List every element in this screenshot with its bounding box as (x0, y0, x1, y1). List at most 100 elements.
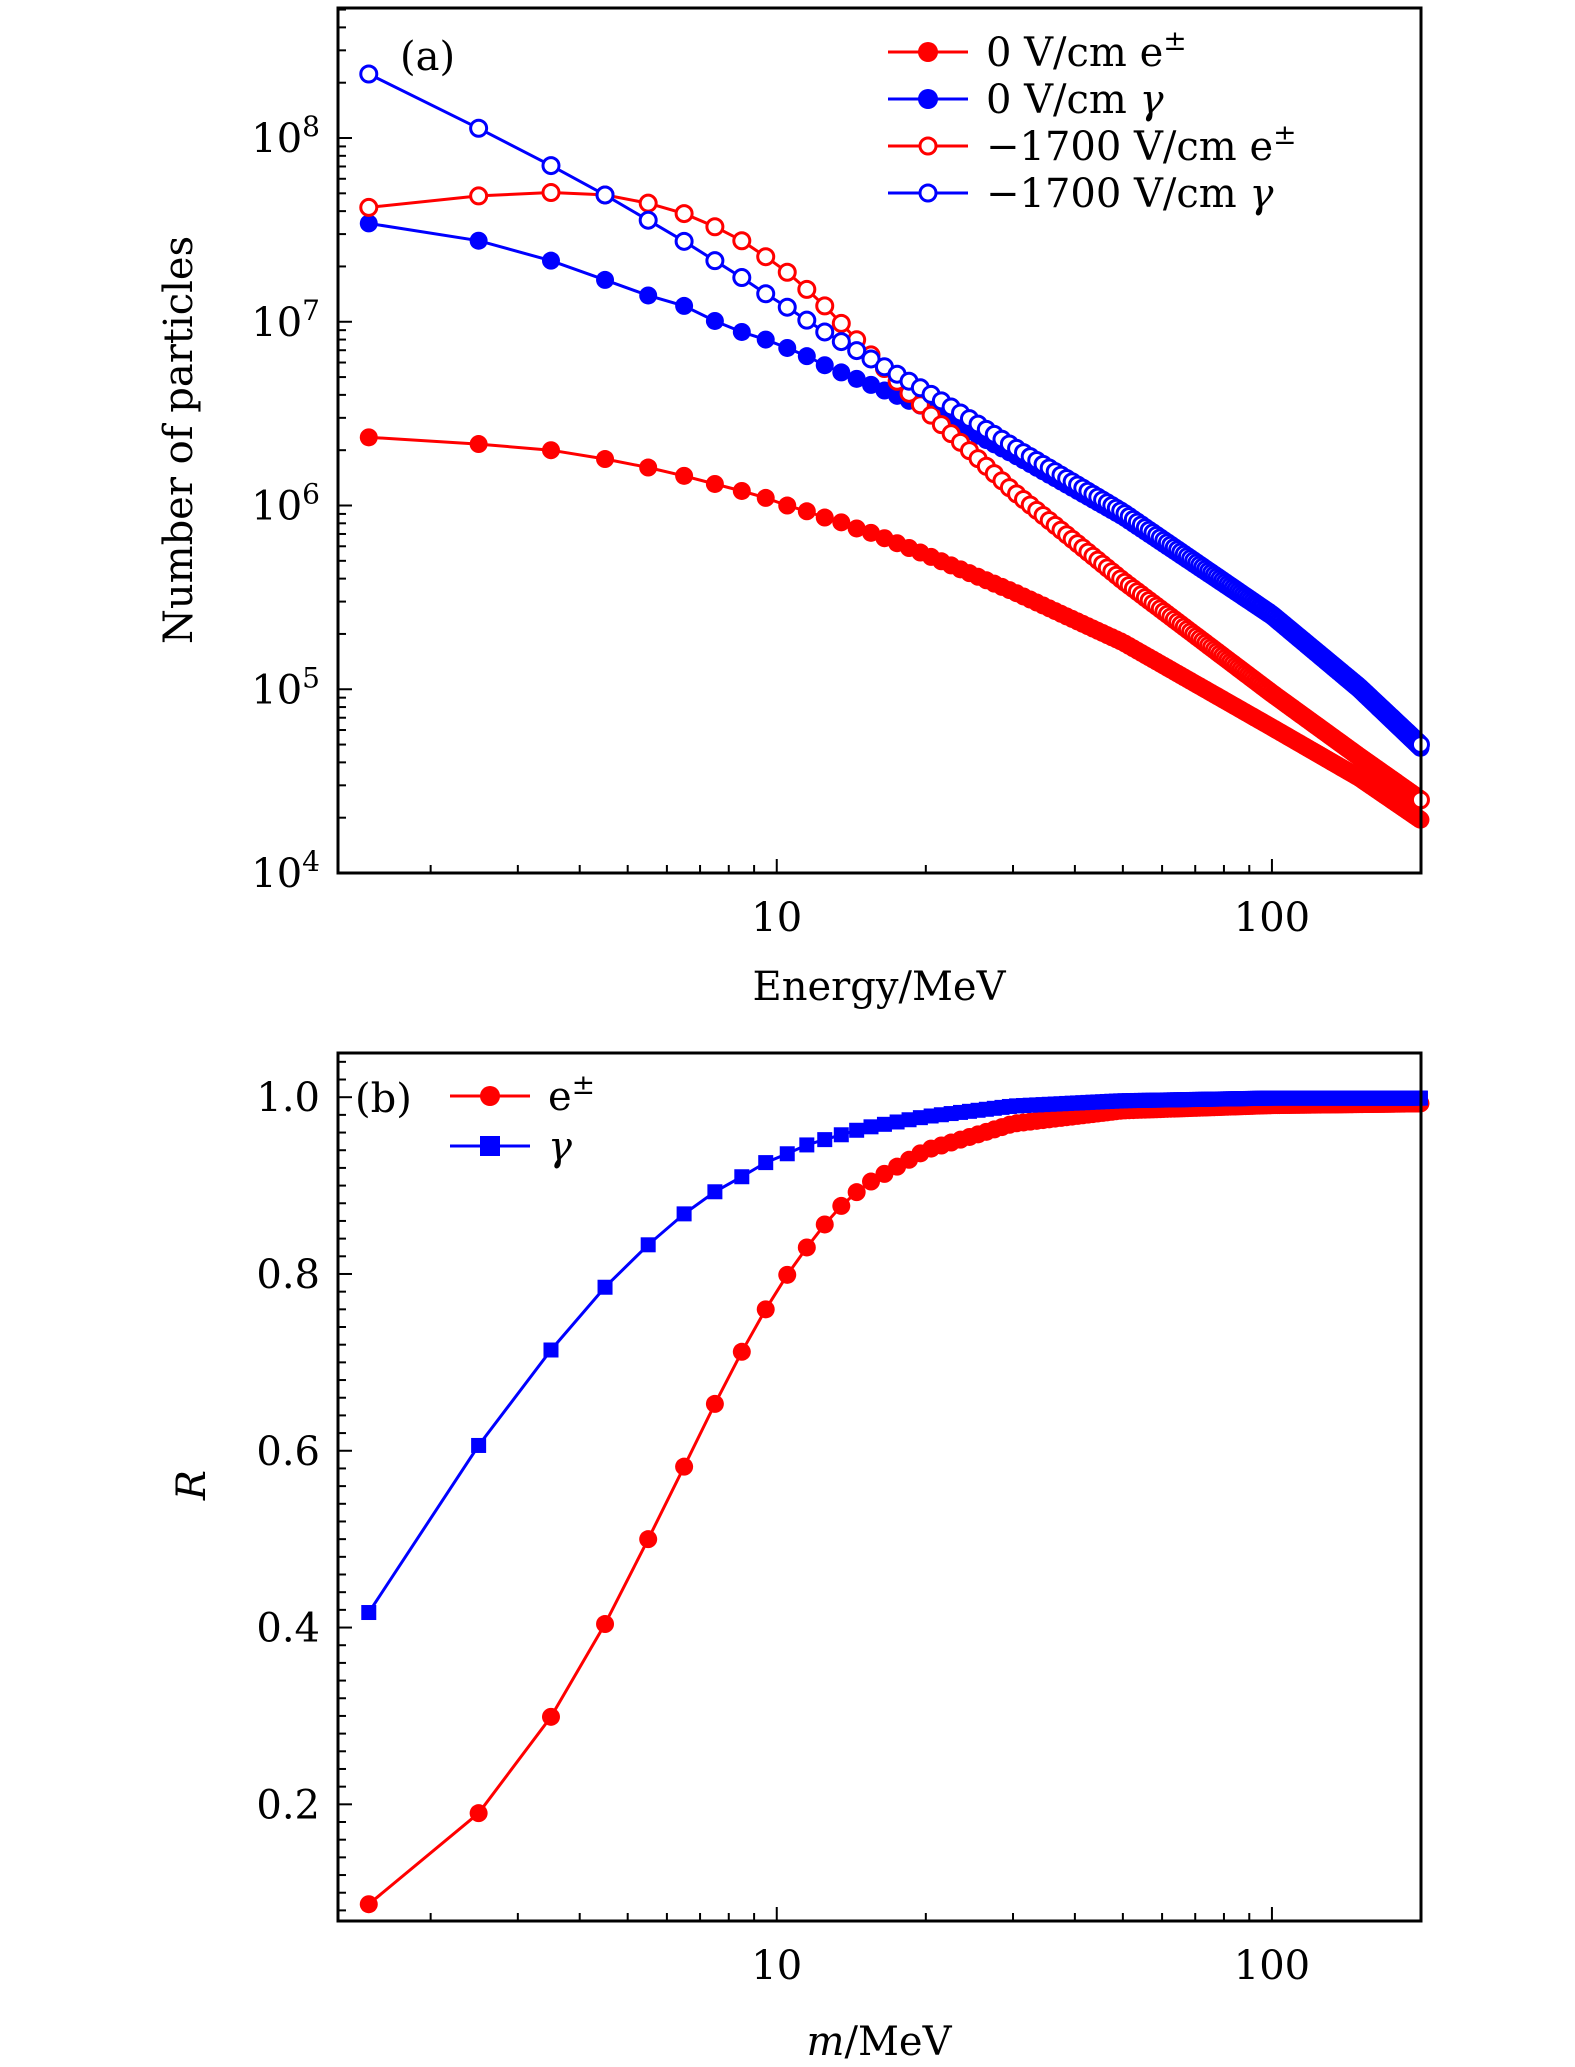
panel-a-series-0 (359, 428, 1430, 829)
panel-b-ytick-label: 0.2 (256, 1782, 320, 1828)
panel-a-series-1-point (862, 375, 881, 394)
panel-a-series-2-point (469, 186, 489, 206)
tick-exponent: 5 (302, 661, 320, 694)
panel-b-series-0-point (847, 1183, 866, 1202)
panel-b: 10 100 0.2 0.4 0.6 0.8 1.0 (b) e±γ m/MeV R (169, 1051, 1430, 2065)
panel-a-series-2-point (831, 313, 851, 333)
panel-a-series-1-point (639, 286, 658, 305)
panel-b-series-1-point (361, 1605, 377, 1621)
legend-label: 0 V/cm e (986, 30, 1163, 76)
panel-a-series-1-point (596, 270, 615, 289)
panel-b-ytick-label: 0.4 (256, 1606, 320, 1652)
panel-a-series-2-point (359, 197, 379, 217)
tick-base: 10 (251, 484, 302, 530)
panel-a-series-3-point (847, 341, 867, 361)
panel-a-series-2-point (674, 204, 694, 224)
panel-a-series-0-point (797, 502, 816, 521)
panel-a-legend-text: 0 V/cm γ (986, 77, 1164, 123)
panel-b-series-0-point (596, 1615, 615, 1634)
panel-a-series-3-point (638, 210, 658, 230)
panel-b-legend-marker (480, 1086, 500, 1106)
panel-a-series-1-point (541, 251, 560, 270)
panel-a-series-2 (359, 183, 1430, 810)
panel-a-ytick-label: 108 (251, 110, 320, 162)
legend-gamma: γ (1249, 171, 1273, 217)
panel-b-series-0-point (815, 1215, 834, 1234)
panel-a-series-2-point (541, 183, 561, 203)
panel-b-xtick-label: 100 (1234, 1943, 1310, 1989)
panel-b-series-0-point (469, 1804, 488, 1823)
panel-b-legend-text: γ (548, 1124, 572, 1170)
panel-b-series-1 (361, 1090, 1428, 1621)
panel-b-series-1-point (640, 1237, 656, 1253)
panel-a-legend-item-1: 0 V/cm γ (888, 77, 1164, 123)
panel-a-series-2-point (705, 217, 725, 237)
panel-b-series-1-point (779, 1146, 795, 1162)
panel-b-series-1-point (863, 1119, 879, 1135)
tick-base: 10 (251, 116, 302, 162)
panel-b-legend-text: e± (548, 1068, 595, 1120)
panel-b-xlabel: m/MeV (807, 2019, 953, 2065)
legend-gamma: γ (1140, 77, 1164, 123)
panel-a-series-2-point (777, 262, 797, 282)
panel-a-series-3-point (705, 251, 725, 271)
panel-b-ytick-label: 1.0 (256, 1075, 320, 1121)
panel-a-series-0-point (778, 496, 797, 515)
panel-b-series-1-point (471, 1437, 487, 1453)
panel-b-series-0-point (675, 1457, 694, 1476)
tick-base: 10 (251, 851, 302, 897)
tick-base: 10 (251, 667, 302, 713)
panel-a-series-1 (359, 214, 1430, 757)
panel-a-series-2-point (815, 296, 835, 316)
panel-b-series-0-line (367, 1101, 1421, 1906)
panel-a-series-1-point (832, 363, 851, 382)
panel-a-legend-marker (918, 42, 938, 62)
panel-a-xtick-label: 10 (751, 895, 802, 941)
panel-b-series-1-point (597, 1279, 613, 1295)
tick-exponent: 7 (302, 294, 320, 327)
panel-b-series-0 (359, 1094, 1430, 1914)
panel-a-series-0-point (541, 441, 560, 460)
panel-b-series-0-point (778, 1265, 797, 1284)
panel-b-series-1-point (889, 1114, 905, 1130)
panel-a-series-1-point (815, 356, 834, 375)
panel-a-series-3-point (469, 118, 489, 138)
panel-a-series-0-point (639, 458, 658, 477)
panel-b-series (359, 1090, 1430, 1914)
panel-a-ytick-label: 107 (251, 294, 320, 346)
tick-exponent: 8 (302, 110, 320, 143)
panel-a-legend-marker (918, 183, 938, 203)
panel-b-series-1-point (799, 1137, 815, 1153)
legend-label: −1700 V/cm e (986, 124, 1273, 170)
panel-a-series-3-point (359, 64, 379, 84)
panel-b-xtick-label: 10 (751, 1943, 802, 1989)
panel-a-series-2-point (756, 247, 776, 267)
panel-b-series-0-point (756, 1300, 775, 1319)
panel-b-series-1-point (849, 1122, 865, 1138)
panel-a-series-0-line (368, 435, 1422, 821)
tick-exponent: 6 (302, 478, 320, 511)
panel-b-ytick-label: 0.8 (256, 1252, 320, 1298)
panel-b-series-1-point (707, 1184, 723, 1200)
panel-b-series-1-point (901, 1112, 917, 1128)
panel-a-ytick-label: 105 (251, 661, 320, 713)
panel-b-series-0-point (732, 1342, 751, 1361)
panel-a-series-0-point (815, 508, 834, 527)
panel-b-ticks: 10 100 0.2 0.4 0.6 0.8 1.0 (256, 1060, 1422, 1989)
panel-b-series-1-point (676, 1206, 692, 1222)
panel-a-series-1-point (359, 214, 378, 233)
panel-b-label: (b) (355, 1076, 412, 1122)
panel-b-xlabel-rest: /MeV (844, 2019, 952, 2065)
panel-a-ylabel: Number of particles (156, 236, 202, 644)
panel-a-xtick-label: 100 (1234, 895, 1310, 941)
panel-a-series-2-point (638, 193, 658, 213)
panel-a-series-0-point (756, 488, 775, 507)
legend-superscript: ± (572, 1068, 595, 1101)
panel-a-series-3-point (797, 310, 817, 330)
panel-b-legend: e±γ (450, 1068, 595, 1170)
panel-b-series-1-point (833, 1127, 849, 1143)
panel-a-series-3-point (674, 231, 694, 251)
panel-a-series-0-point (359, 428, 378, 447)
panel-a-series-0-point (732, 481, 751, 500)
panel-a-label: (a) (400, 34, 455, 80)
